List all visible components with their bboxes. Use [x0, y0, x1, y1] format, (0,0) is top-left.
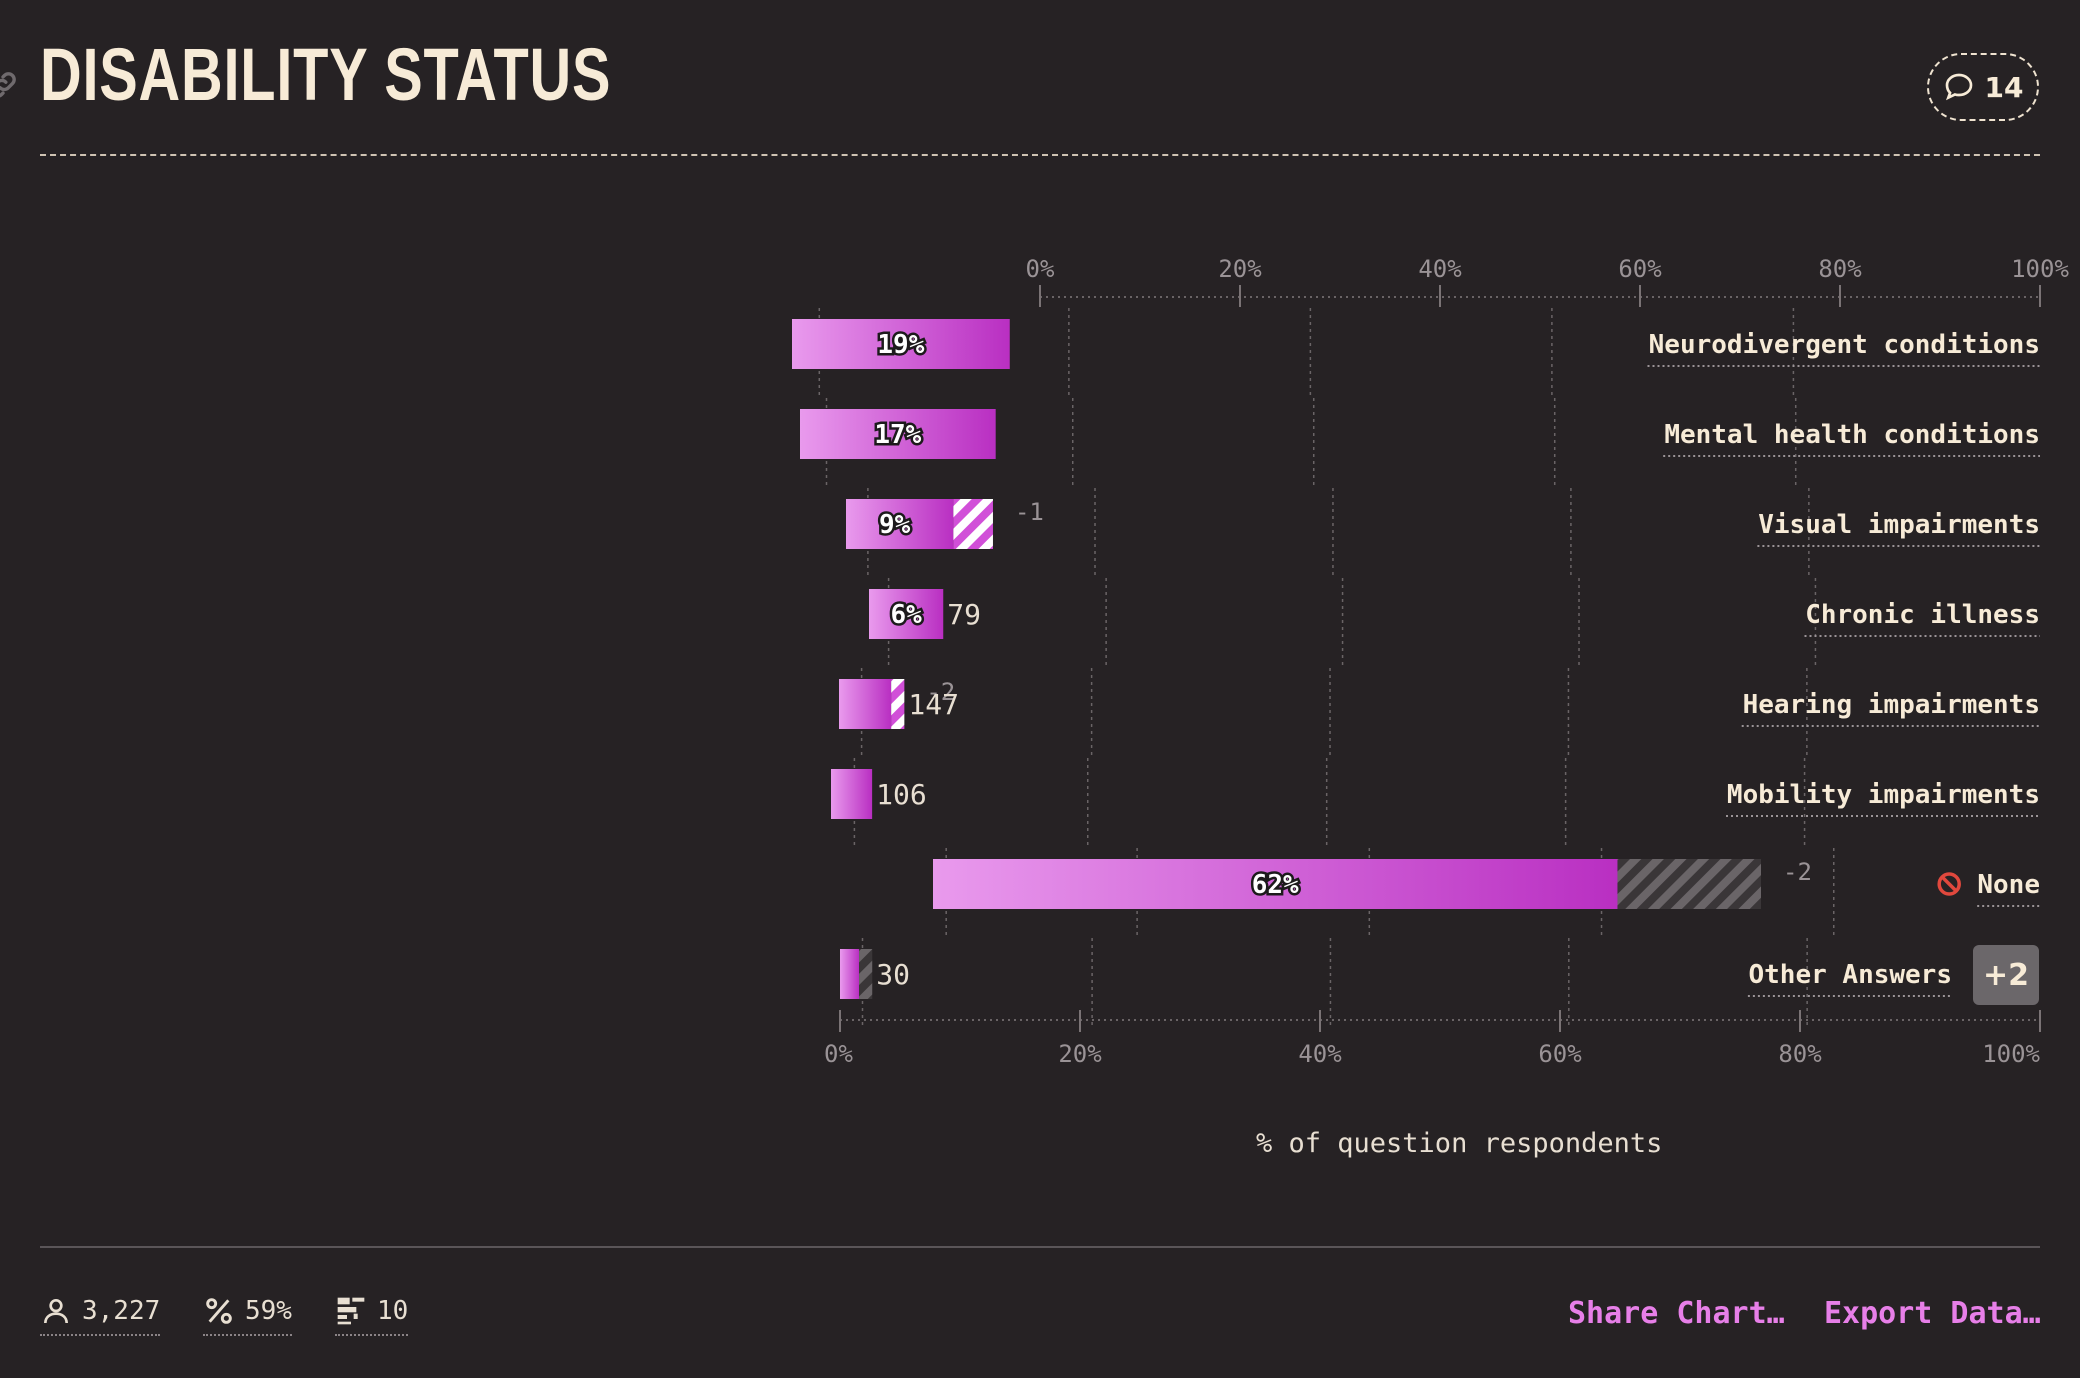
person-icon [44, 1299, 68, 1324]
share-chart-button[interactable]: Share Chart… [1568, 1296, 1785, 1331]
page-title: DISABILITY STATUS [40, 33, 612, 116]
bar [933, 859, 1618, 909]
bar [839, 679, 892, 729]
category-label: None [1977, 870, 2040, 900]
bar-delta-label: -1 [1015, 498, 1044, 526]
bar-count-label: 147 [908, 688, 959, 721]
comment-count: 14 [1984, 70, 2024, 104]
category-label: Mobility impairments [1727, 780, 2040, 810]
bar-value-label: 9% [879, 510, 911, 540]
category-label: Mental health conditions [1664, 420, 2040, 450]
bar-projection [1617, 859, 1761, 909]
top-tick-label: 20% [1218, 255, 1262, 283]
category-label: Neurodivergent conditions [1649, 330, 2040, 360]
category-label: Visual impairments [1758, 510, 2040, 540]
top-tick-label: 40% [1418, 255, 1462, 283]
bar [869, 589, 944, 639]
bar [831, 769, 873, 819]
bar-count-label: 30 [876, 958, 910, 991]
top-tick-label: 60% [1618, 255, 1662, 283]
bottom-tick-label: 100% [1982, 1040, 2040, 1068]
bar-value-label: 19% [877, 330, 924, 360]
top-tick-label: 100% [2011, 255, 2069, 283]
questions-count: 10 [377, 1296, 409, 1326]
percent-icon [206, 1298, 232, 1324]
grid-layer: 0% 20% 40% 60% 80% 100% 0% 20% 40% 60% 80% 100% [818, 255, 2069, 1068]
top-tick-label: 80% [1818, 255, 1862, 283]
export-data-button[interactable]: Export Data… [1824, 1296, 2041, 1331]
bar-projection [859, 949, 873, 999]
prohibited-slash [1940, 875, 1958, 893]
bar-value-label: 6% [890, 600, 922, 630]
bar-count-label: 79 [947, 598, 981, 631]
bar-projection [891, 679, 905, 729]
bar-delta-label: -2 [1783, 858, 1812, 886]
percent-value: 59% [245, 1296, 292, 1326]
footer-divider [40, 1246, 2040, 1248]
comments-button[interactable]: 14 [1927, 53, 2039, 121]
bar-projection [953, 499, 993, 549]
respondents-count: 3,227 [82, 1296, 161, 1326]
bar-value-label: 17% [874, 420, 921, 450]
bar-value-label: 62% [1252, 870, 1299, 900]
bottom-tick-label: 60% [1538, 1040, 1582, 1068]
bar [800, 409, 996, 459]
category-label: Hearing impairments [1743, 690, 2040, 720]
category-label: Chronic illness [1805, 600, 2040, 630]
bar [846, 499, 954, 549]
header-divider [40, 154, 2040, 156]
percent-stat[interactable]: 59% [203, 1292, 292, 1336]
more-answers-badge[interactable]: +2 [1973, 945, 2039, 1005]
bars-layer: 19% Neurodivergent conditions 17% Mental he… [792, 319, 2040, 999]
bar [792, 319, 1010, 369]
bottom-tick-label: 20% [1058, 1040, 1102, 1068]
bottom-tick-label: 80% [1778, 1040, 1822, 1068]
bar-chart: 0% 20% 40% 60% 80% 100% 0% 20% 40% 60% 80% 100% 19%… [792, 255, 2069, 1068]
bar-delta-label: -2 [926, 678, 955, 706]
prohibited-icon [1937, 872, 1961, 896]
bottom-tick-label: 40% [1298, 1040, 1342, 1068]
speech-bubble-icon [1945, 73, 1972, 101]
questions-stat[interactable]: 10 [335, 1292, 409, 1336]
bottom-tick-label: 0% [824, 1040, 853, 1068]
top-tick-label: 0% [1026, 255, 1055, 283]
form-icon [337, 1297, 365, 1325]
respondents-stat[interactable]: 3,227 [40, 1292, 161, 1336]
link-icon[interactable] [0, 68, 20, 102]
category-label: Other Answers [1749, 960, 1953, 990]
bar-count-label: 106 [876, 778, 927, 811]
bar [840, 949, 860, 999]
prohibited-circle [1937, 872, 1961, 896]
